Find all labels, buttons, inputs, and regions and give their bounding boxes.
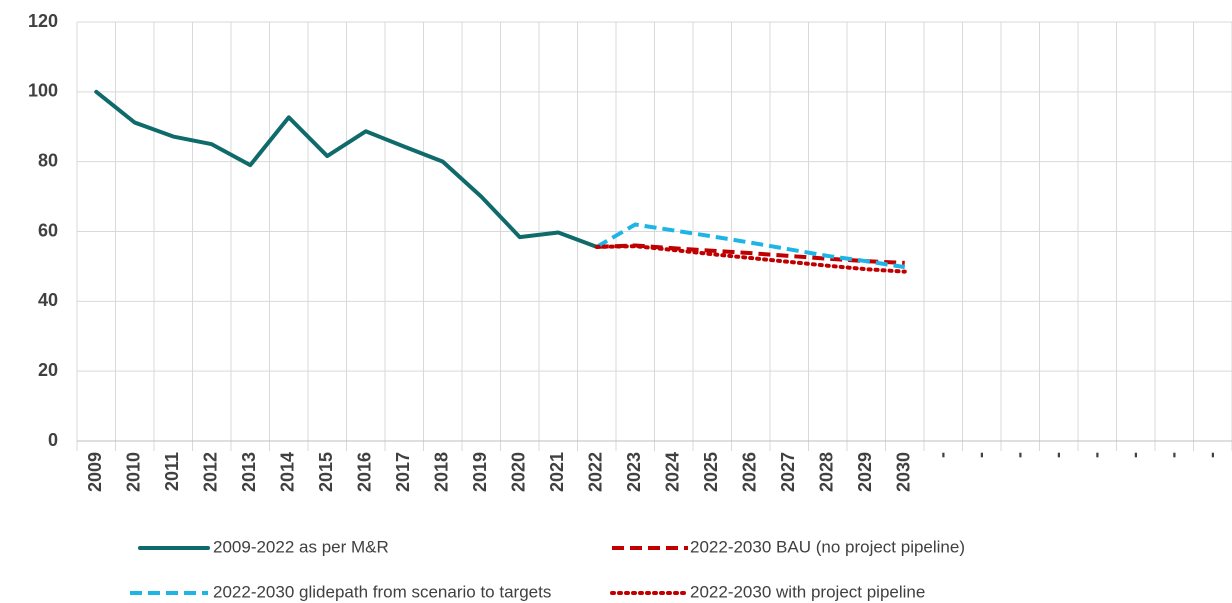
x-tick-label: 2015 [316, 452, 336, 492]
x-tick-label: 2012 [201, 452, 221, 492]
x-tick-label: 2026 [740, 452, 760, 492]
series-line [594, 244, 907, 274]
y-tick-label: 0 [48, 430, 58, 450]
x-tick-label: 2022 [586, 452, 606, 492]
y-tick-label: 80 [38, 150, 58, 170]
series-line [595, 222, 906, 270]
x-tick-label: - [1163, 452, 1183, 458]
x-tick-label: - [932, 452, 952, 458]
x-tick-label: 2010 [124, 452, 144, 492]
x-tick-label: 2014 [278, 452, 298, 492]
x-tick-label: 2016 [355, 452, 375, 492]
x-tick-label: 2009 [85, 452, 105, 492]
x-tick-label: 2018 [432, 452, 452, 492]
series-line [596, 243, 905, 265]
x-tick-label: 2027 [778, 452, 798, 492]
x-tick-label: 2020 [509, 452, 529, 492]
x-tick-label: 2019 [470, 452, 490, 492]
legend-label: 2022-2030 with project pipeline [690, 582, 925, 601]
y-tick-label: 120 [28, 11, 58, 31]
x-tick-label: - [1086, 452, 1106, 458]
y-tick-label: 60 [38, 220, 58, 240]
series-line [94, 89, 599, 249]
x-tick-label: 2013 [239, 452, 259, 492]
x-tick-label: 2023 [624, 452, 644, 492]
x-tick-label: 2024 [663, 452, 683, 492]
x-tick-label: 2025 [701, 452, 721, 492]
x-tick-label: 2011 [162, 452, 182, 491]
x-tick-label: - [1202, 452, 1222, 458]
x-tick-label: 2017 [393, 452, 413, 492]
y-tick-label: 100 [28, 81, 58, 101]
legend-label: 2009-2022 as per M&R [213, 537, 389, 556]
x-tick-label: 2028 [817, 452, 837, 492]
x-tick-label: - [971, 452, 991, 458]
y-tick-label: 40 [38, 290, 58, 310]
y-tick-label: 20 [38, 360, 58, 380]
legend-label: 2022-2030 BAU (no project pipeline) [690, 537, 965, 556]
x-tick-label: - [1048, 452, 1068, 458]
x-tick-label: - [1125, 452, 1145, 458]
x-tick-label: - [1009, 452, 1029, 458]
x-tick-label: 2029 [855, 452, 875, 492]
legend-label: 2022-2030 glidepath from scenario to tar… [213, 582, 551, 601]
x-tick-label: 2021 [547, 452, 567, 492]
x-tick-label: 2030 [894, 452, 914, 492]
